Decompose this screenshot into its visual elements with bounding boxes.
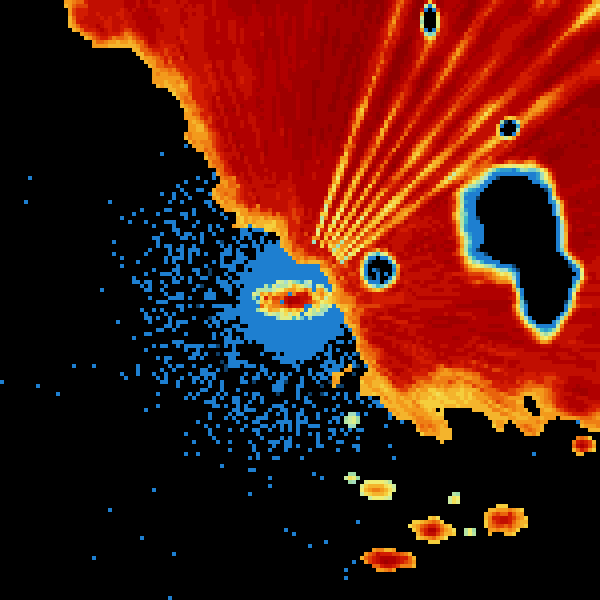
radar-image-canvas bbox=[0, 0, 600, 600]
radar-reflectivity-figure: Reflectivity (dBZ) bbox=[0, 0, 600, 600]
